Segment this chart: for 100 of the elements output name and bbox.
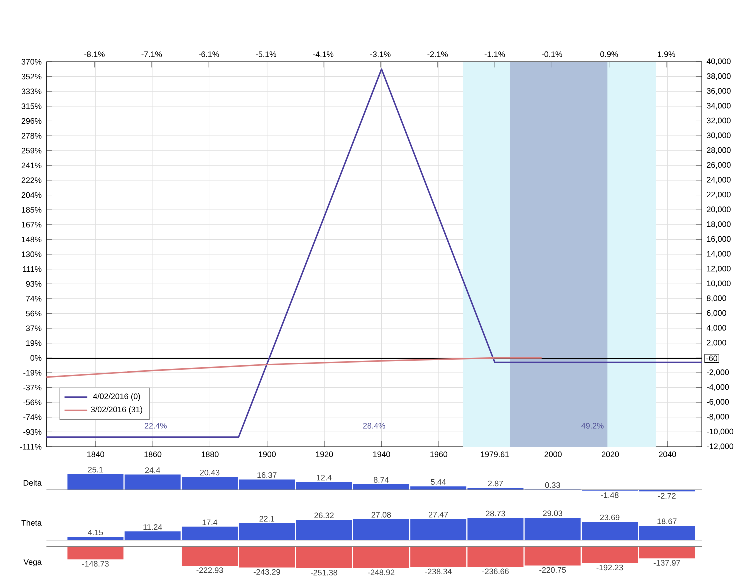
- x2-tick-label: -5.1%: [256, 52, 276, 58]
- y-tick-label: -93%: [24, 429, 42, 436]
- y2-tick-label: 36,000: [707, 88, 731, 95]
- x-tick-label: 1880: [202, 452, 219, 458]
- data-label: -248.92: [368, 570, 395, 576]
- y-tick-label: 37%: [26, 326, 42, 332]
- x-tick-label: 2000: [544, 452, 562, 458]
- data-label: 8.74: [374, 477, 389, 483]
- y-tick-label: 0%: [30, 355, 42, 361]
- x-tick-label: 1900: [259, 452, 276, 458]
- y-axis-title: Vega: [24, 559, 42, 567]
- annotation: 28.4%: [363, 423, 386, 429]
- y-tick-label: 74%: [26, 296, 42, 302]
- data-label: -251.38: [311, 570, 338, 576]
- y2-tick-label: 14,000: [707, 251, 731, 258]
- y2-tick-label: 12,000: [707, 266, 731, 273]
- y-tick-label: 222%: [22, 178, 42, 184]
- y2-tick-label: 6,000: [707, 310, 726, 318]
- y-tick-label: 204%: [22, 192, 42, 198]
- annotation: 22.4%: [144, 423, 167, 429]
- x-tick-label: 2040: [659, 452, 676, 458]
- data-label: 29.03: [543, 510, 563, 516]
- data-label: -137.97: [654, 560, 680, 566]
- data-label: 12.4: [317, 475, 332, 481]
- y-tick-label: 259%: [22, 148, 42, 154]
- data-label: 26.32: [314, 512, 334, 518]
- x2-tick-label: -7.1%: [142, 52, 162, 58]
- y2-tick-label: 18,000: [707, 222, 731, 228]
- y2-tick-label: 4,000: [706, 325, 726, 332]
- data-label: 0.33: [545, 482, 560, 488]
- y-tick-label: 315%: [22, 104, 42, 110]
- data-label: 20.43: [200, 470, 220, 476]
- x2-tick-label: -1.1%: [484, 52, 506, 58]
- y-tick-label: 241%: [22, 162, 42, 168]
- y-tick-label: 185%: [22, 207, 42, 213]
- data-label: 28.73: [486, 510, 506, 517]
- y-axis-title: Delta: [24, 480, 42, 486]
- y2-tick-label: -4,000: [707, 384, 730, 392]
- y2-tick-label: -10,000: [707, 428, 734, 436]
- data-label: -1.48: [601, 492, 619, 498]
- x-tick-label: 2020: [602, 452, 620, 458]
- x2-tick-label: -8.1%: [84, 52, 105, 58]
- data-label: 4.15: [88, 530, 104, 536]
- y-tick-label: 93%: [26, 281, 42, 287]
- y-tick-label: -74%: [24, 414, 42, 420]
- y2-tick-label: 24,000: [707, 177, 731, 184]
- data-label: -238.34: [425, 568, 452, 575]
- y-tick-label: 56%: [26, 310, 42, 317]
- data-label: -236.66: [482, 568, 509, 574]
- y-tick-label: 370%: [22, 59, 42, 65]
- y-tick-label: 167%: [22, 222, 42, 228]
- x-tick-label: 1960: [430, 452, 448, 458]
- y2-tick-label: 20,000: [707, 206, 731, 214]
- data-label: 24.4: [145, 468, 160, 474]
- y2-tick-label: 22,000: [707, 192, 731, 199]
- y-tick-label: 352%: [22, 74, 42, 80]
- data-label: -2.72: [658, 493, 676, 499]
- x2-tick-label: -0.1%: [542, 52, 562, 58]
- x2-tick-label: -6.1%: [198, 52, 220, 58]
- data-label: -222.93: [196, 568, 224, 574]
- data-label: 17.4: [202, 520, 218, 526]
- y-tick-label: -56%: [24, 400, 42, 406]
- x-tick-label: 1840: [88, 452, 104, 458]
- data-label: -192.23: [596, 564, 624, 571]
- annotation: 49.2%: [582, 423, 604, 429]
- data-label: 27.08: [372, 512, 392, 518]
- y2-tick-label: 34,000: [707, 103, 731, 110]
- y2-tick-label: 30,000: [707, 132, 731, 140]
- y-tick-label: 130%: [22, 252, 42, 258]
- y2-tick-label: 28,000: [707, 148, 731, 154]
- y2-tick-label: -12,000: [707, 444, 734, 450]
- data-label: 11.24: [144, 524, 162, 530]
- x2-tick-label: -3.1%: [370, 52, 391, 58]
- legend-label: 3/02/2016 (31): [91, 406, 142, 414]
- y2-tick-label: 16,000: [707, 236, 731, 243]
- y-tick-label: -37%: [24, 384, 42, 391]
- y-tick-label: 19%: [26, 340, 42, 346]
- x-tick-label: 1940: [373, 452, 390, 458]
- data-label: 5.44: [431, 479, 446, 485]
- y2-tick-label: 38,000: [707, 74, 731, 80]
- data-label: 16.37: [258, 472, 277, 478]
- y-tick-label: 296%: [22, 118, 42, 124]
- x2-tick-label: -4.1%: [313, 52, 334, 58]
- y-tick-label: -19%: [24, 370, 42, 376]
- ref-line-label: -60: [706, 356, 718, 362]
- x2-tick-label: -2.1%: [428, 52, 448, 58]
- y2-tick-label: 8,000: [707, 296, 726, 302]
- x-tick-label: 1920: [316, 452, 334, 458]
- x2-tick-label: 0.9%: [600, 52, 618, 58]
- data-label: 2.87: [488, 480, 504, 487]
- y2-tick-label: -6,000: [707, 399, 730, 406]
- x2-tick-label: 1.9%: [658, 52, 676, 58]
- y2-tick-label: 40,000: [706, 58, 731, 66]
- x-tick-label: 1860: [144, 452, 162, 458]
- y-tick-label: 278%: [22, 133, 42, 139]
- y2-tick-label: 32,000: [707, 118, 731, 125]
- data-label: 18.67: [658, 518, 677, 524]
- data-label: -148.73: [82, 561, 109, 567]
- y2-tick-label: -8,000: [707, 414, 730, 421]
- y-tick-label: 333%: [22, 88, 42, 94]
